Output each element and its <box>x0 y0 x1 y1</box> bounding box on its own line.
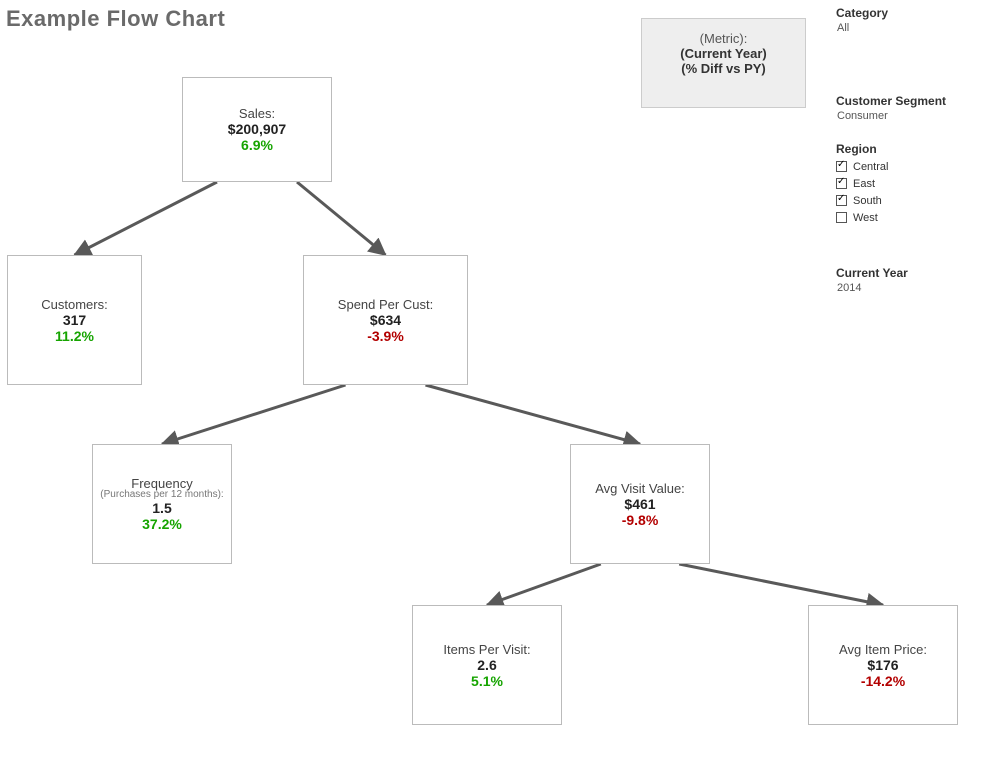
node-value: $176 <box>867 657 898 673</box>
node-value: 1.5 <box>152 500 171 516</box>
node-value: $200,907 <box>228 121 286 137</box>
edge-sales-to-spc <box>297 182 386 255</box>
node-pct-diff: 5.1% <box>471 673 503 689</box>
node-pct-diff: -3.9% <box>367 328 404 344</box>
node-pct-diff: -14.2% <box>861 673 905 689</box>
edge-avv-to-aip <box>679 564 883 605</box>
edge-spc-to-avv <box>426 385 641 444</box>
edge-spc-to-freq <box>162 385 346 444</box>
node-metric-label: Customers: <box>41 297 107 312</box>
node-avv[interactable]: Avg Visit Value:$461-9.8% <box>570 444 710 564</box>
node-metric-label: Spend Per Cust: <box>338 297 433 312</box>
node-pct-diff: 37.2% <box>142 516 182 532</box>
node-metric-label: Items Per Visit: <box>443 642 530 657</box>
node-value: 317 <box>63 312 86 328</box>
node-spc[interactable]: Spend Per Cust:$634-3.9% <box>303 255 468 385</box>
node-sales[interactable]: Sales:$200,9076.9% <box>182 77 332 182</box>
node-pct-diff: 11.2% <box>55 328 94 344</box>
node-metric-label: Sales: <box>239 106 275 121</box>
node-value: $634 <box>370 312 401 328</box>
node-cust[interactable]: Customers:31711.2% <box>7 255 142 385</box>
node-value: 2.6 <box>477 657 496 673</box>
edge-avv-to-ipv <box>487 564 601 605</box>
node-value: $461 <box>624 496 655 512</box>
node-ipv[interactable]: Items Per Visit:2.65.1% <box>412 605 562 725</box>
node-pct-diff: -9.8% <box>622 512 659 528</box>
node-metric-label: Avg Visit Value: <box>595 481 685 496</box>
node-pct-diff: 6.9% <box>241 137 273 153</box>
node-freq[interactable]: Frequency(Purchases per 12 months):1.537… <box>92 444 232 564</box>
node-metric-label: Avg Item Price: <box>839 642 927 657</box>
edge-sales-to-cust <box>75 182 218 255</box>
flowchart-canvas: Sales:$200,9076.9% Customers:31711.2% Spen… <box>0 0 984 784</box>
node-aip[interactable]: Avg Item Price:$176-14.2% <box>808 605 958 725</box>
node-metric-sublabel: (Purchases per 12 months): <box>100 489 223 500</box>
